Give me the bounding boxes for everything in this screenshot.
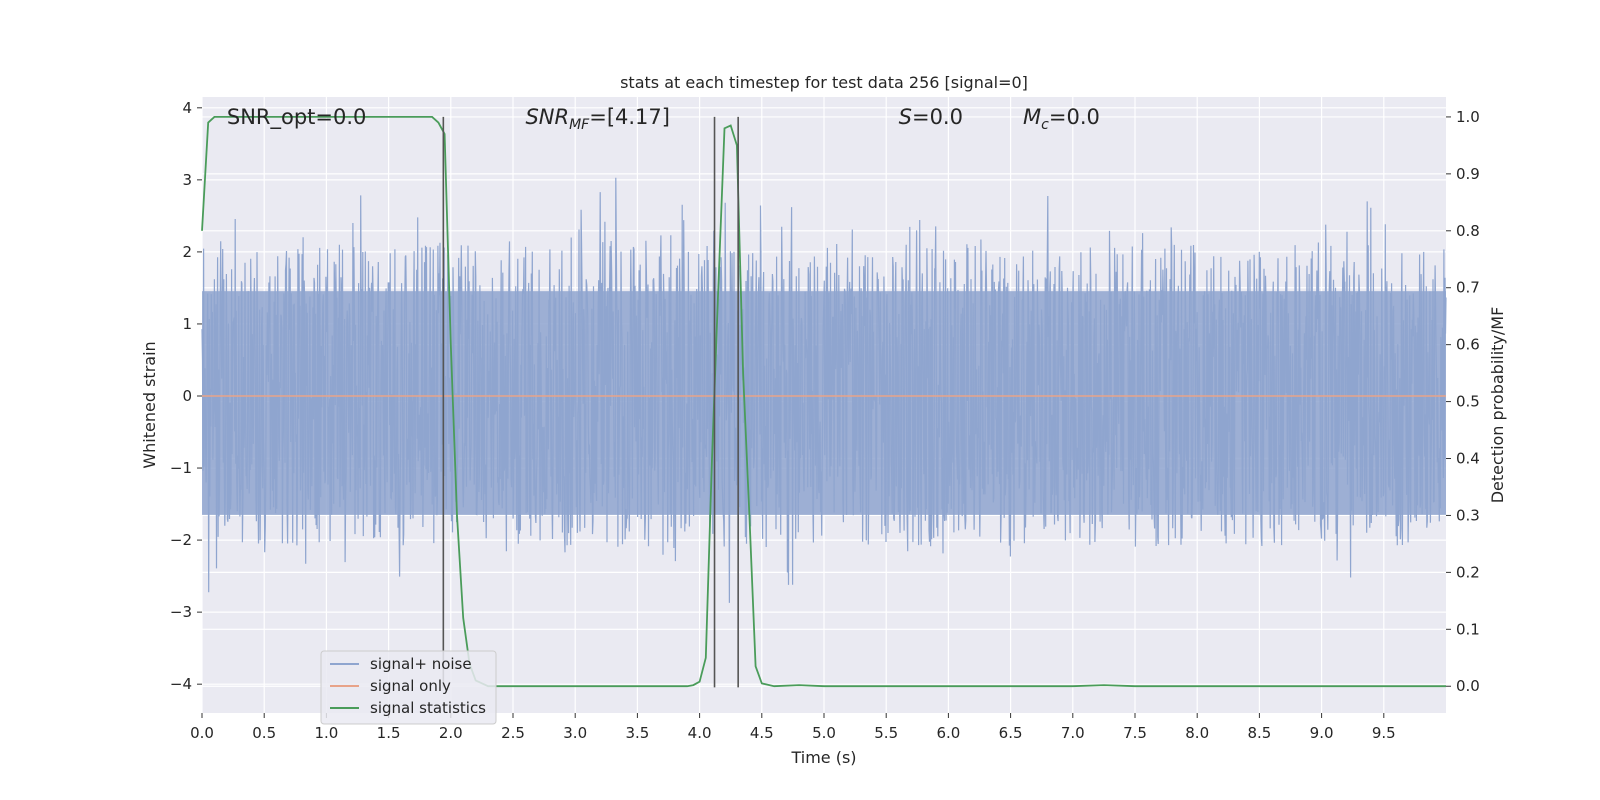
annotation-text: SNRMF=[4.17] [525,105,670,133]
y-tick-label: −1 [170,459,192,477]
y-axis-title: Whitened strain [140,341,159,468]
y2-tick-label: 0.8 [1456,222,1480,240]
legend-label-signal-only: signal only [370,677,451,695]
y-tick-label: −2 [170,531,192,549]
x-tick-label: 9.5 [1372,724,1396,742]
x-tick-label: 3.5 [625,724,649,742]
series-signal-plus-noise [201,177,1447,603]
x-tick-label: 2.5 [501,724,525,742]
y-tick-label: 2 [182,243,192,261]
x-tick-label: 9.0 [1310,724,1334,742]
x-tick-label: 8.0 [1185,724,1209,742]
annotation-text: Mc=0.0 [1023,105,1100,133]
y2-tick-label: 0.3 [1456,506,1480,524]
x-axis-title: Time (s) [790,748,856,767]
y-tick-label: −3 [170,603,192,621]
annotation-text: S=0.0 [899,105,963,129]
y2-tick-label: 0.1 [1456,620,1480,638]
x-tick-label: 8.5 [1247,724,1271,742]
y-axis-ticks: 4 3 2 1 0 −1 −2 −3 −4 [170,99,202,693]
x-tick-label: 1.0 [314,724,338,742]
x-tick-label: 7.5 [1123,724,1147,742]
legend: signal+ noise signal only signal statist… [320,650,497,725]
y2-tick-label: 0.4 [1456,450,1480,468]
x-tick-label: 5.5 [874,724,898,742]
y-tick-label: 3 [182,171,192,189]
x-tick-label: 5.0 [812,724,836,742]
y2-tick-label: 0.7 [1456,279,1480,297]
y2-tick-label: 0.2 [1456,563,1480,581]
x-tick-label: 1.5 [377,724,401,742]
x-tick-label: 4.5 [750,724,774,742]
x-axis-ticks: 0.0 0.5 1.0 1.5 2.0 2.5 3.0 3.5 4.0 4.5 5.0 5.5 6.0 6… [190,713,1396,742]
legend-box [320,650,497,725]
y-tick-label: 1 [182,315,192,333]
x-tick-label: 4.0 [688,724,712,742]
x-tick-label: 6.5 [999,724,1023,742]
noise-line [201,177,1447,603]
y2-tick-label: 1.0 [1456,108,1480,126]
x-tick-label: 0.0 [190,724,214,742]
y-tick-label: −4 [170,675,192,693]
y2-tick-label: 0.6 [1456,336,1480,354]
y2-tick-label: 0.0 [1456,677,1480,695]
y2-axis-title: Detection probability/MF [1488,307,1507,504]
y-tick-label: 0 [182,387,192,405]
legend-label-signal-plus-noise: signal+ noise [370,655,472,673]
y-tick-label: 4 [182,99,192,117]
chart-title: stats at each timestep for test data 256… [620,73,1028,92]
legend-label-signal-statistics: signal statistics [370,699,486,717]
x-tick-label: 7.0 [1061,724,1085,742]
signal-statistics-line [201,116,1446,688]
y2-tick-label: 0.5 [1456,393,1480,411]
annotations: SNR_opt=0.0 SNRMF=[4.17] S=0.0 Mc=0.0 [227,105,1100,133]
x-tick-label: 2.0 [439,724,463,742]
series-signal-statistics [201,116,1446,688]
x-tick-label: 0.5 [252,724,276,742]
y2-tick-label: 0.9 [1456,165,1480,183]
annotation-text: SNR_opt=0.0 [227,105,367,130]
y2-axis-ticks: 1.0 0.9 0.8 0.7 0.6 0.5 0.4 0.3 0.2 0.1 0.0 [1446,108,1480,695]
vertical-markers [442,116,739,688]
x-tick-label: 6.0 [936,724,960,742]
x-tick-label: 3.0 [563,724,587,742]
